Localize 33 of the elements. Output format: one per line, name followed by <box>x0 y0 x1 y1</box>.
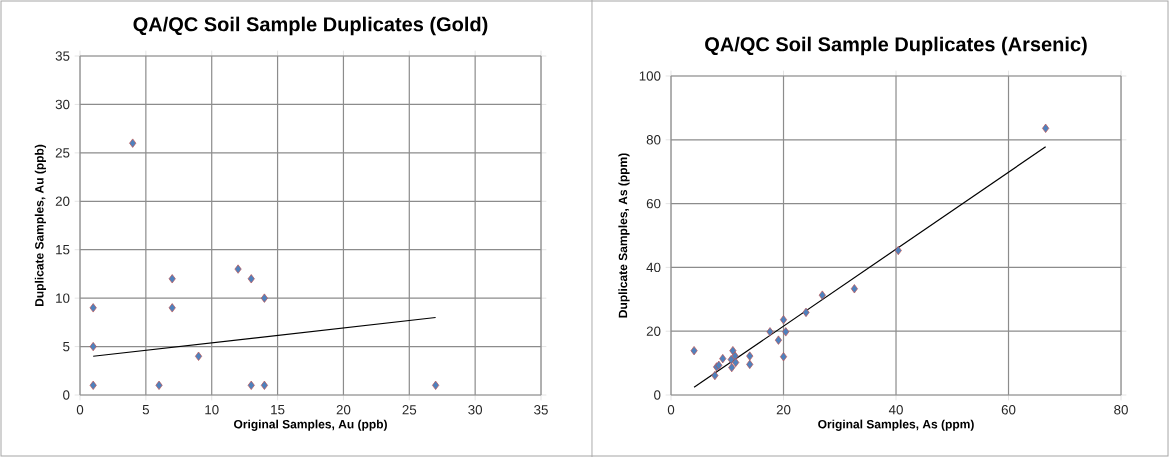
y-tick-label: 20 <box>646 326 661 336</box>
x-tick-label: 15 <box>271 405 285 415</box>
x-tick-label: 80 <box>1114 405 1128 415</box>
chart-title: QA/QC Soil Sample Duplicates (Arsenic) <box>705 36 1087 56</box>
y-tick-label: 10 <box>56 293 70 303</box>
x-tick-label: 35 <box>534 405 548 415</box>
x-tick-label: 0 <box>667 405 675 415</box>
y-tick-label: 35 <box>55 51 70 61</box>
x-tick-label: 60 <box>1001 405 1016 415</box>
y-tick-label: 30 <box>55 99 70 110</box>
chart-title: QA/QC Soil Sample Duplicates (Gold) <box>133 16 488 36</box>
x-tick-label: 40 <box>888 405 903 415</box>
y-tick-label: 60 <box>646 198 661 209</box>
x-tick-label: 5 <box>142 405 150 415</box>
y-tick-label: 20 <box>55 196 70 206</box>
x-axis-title: Original Samples, As (ppm) <box>818 419 974 431</box>
y-axis-title: Duplicate Samples, Au (ppb) <box>34 144 46 307</box>
y-tick-label: 25 <box>55 148 70 158</box>
x-tick-label: 10 <box>205 405 219 415</box>
y-tick-label: 15 <box>56 245 70 255</box>
y-axis-title: Duplicate Samples, As (ppm) <box>618 153 630 318</box>
x-tick-label: 0 <box>76 405 84 415</box>
y-tick-label: 100 <box>639 71 661 81</box>
x-tick-label: 20 <box>776 405 791 415</box>
x-tick-label: 25 <box>402 405 417 415</box>
y-tick-label: 5 <box>63 341 70 352</box>
x-tick-label: 20 <box>336 405 351 415</box>
y-tick-label: 0 <box>654 390 661 400</box>
y-tick-label: 0 <box>63 390 70 400</box>
y-tick-label: 80 <box>646 135 661 145</box>
x-axis-title: Original Samples, Au (ppb) <box>234 419 387 431</box>
x-tick-label: 30 <box>468 405 483 415</box>
y-tick-label: 40 <box>646 262 661 273</box>
